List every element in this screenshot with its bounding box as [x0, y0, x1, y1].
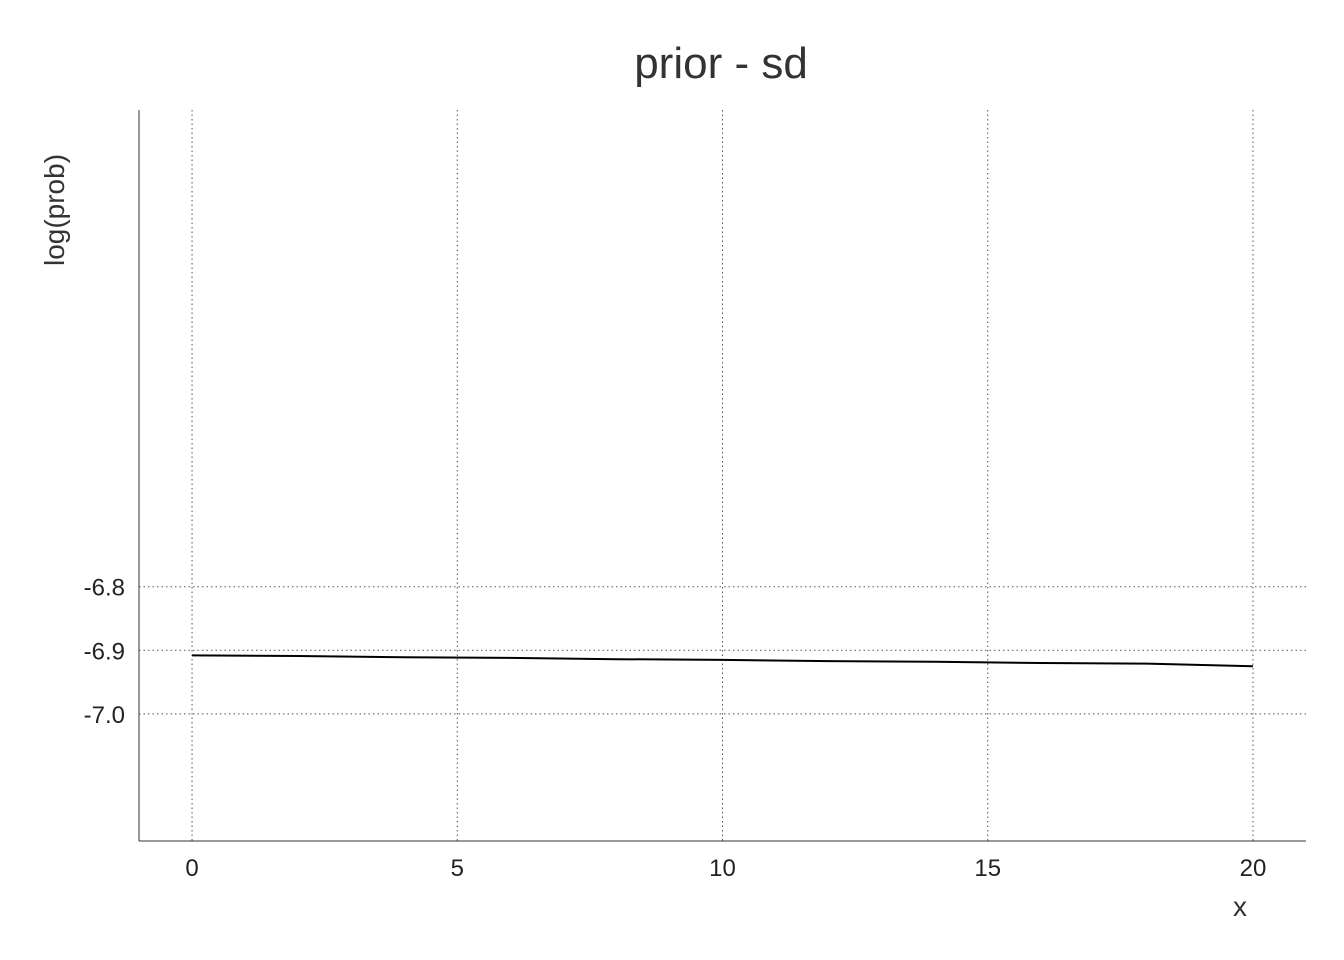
x-axis-label: x [1233, 891, 1247, 922]
y-axis-label: log(prob) [39, 154, 70, 266]
series-line [192, 654, 1253, 668]
x-tick-label: 0 [185, 855, 198, 882]
x-tick-labels: 0 5 10 15 20 [185, 855, 1266, 882]
y-tick-label: -7.0 [84, 702, 125, 729]
x-tick-label: 5 [451, 855, 464, 882]
x-tick-label: 20 [1240, 855, 1267, 882]
series-group [192, 654, 1253, 668]
x-tick-label: 10 [709, 855, 736, 882]
y-tick-label: -6.9 [84, 638, 125, 665]
x-tick-label: 15 [974, 855, 1001, 882]
y-grid-lines [139, 586, 1306, 715]
chart-title: prior - sd [634, 39, 808, 88]
y-tick-label: -6.8 [84, 575, 125, 602]
x-grid-lines [191, 110, 1254, 841]
y-tick-labels: -6.8 -6.9 -7.0 [84, 575, 125, 729]
